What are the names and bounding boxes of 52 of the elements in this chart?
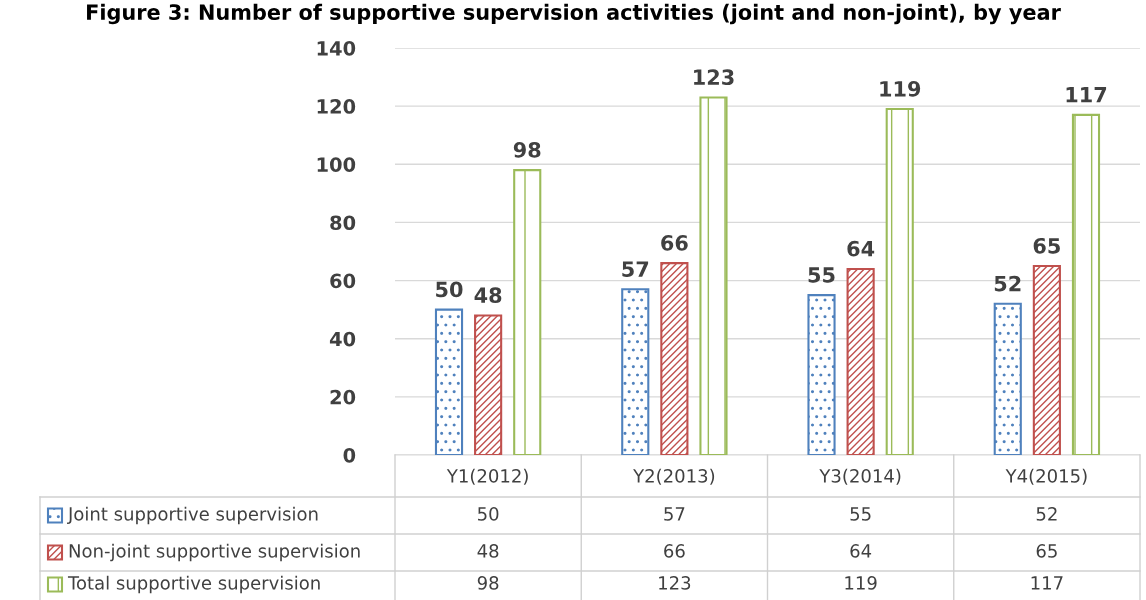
x-tick-label: Y1(2012) — [446, 468, 528, 485]
y-tick-label: 0 — [343, 447, 356, 463]
text: 52 — [1036, 507, 1057, 521]
legend-label: Non-joint supportive supervision — [69, 543, 360, 562]
data-label: 48 — [474, 287, 502, 304]
y-tick-label: 100 — [317, 157, 356, 172]
bar — [513, 169, 542, 455]
y-tick-label: 60 — [330, 273, 356, 289]
bar — [846, 267, 875, 455]
text: 65 — [1036, 544, 1057, 558]
data-label: 50 — [436, 281, 463, 298]
bar — [434, 308, 464, 455]
text: 55 — [850, 507, 871, 521]
y-tick-label: 140 — [317, 40, 356, 56]
chart-title: Figure 3: Number of supportive supervision activities (joint and non-joint), by year — [87, 3, 1061, 25]
text: 64 — [850, 544, 872, 558]
text: 50 — [478, 507, 499, 521]
y-tick-label: 20 — [330, 389, 356, 405]
text: 57 — [664, 507, 685, 521]
y-tick-label: 40 — [329, 331, 356, 347]
legend-label: Joint supportive supervision — [67, 506, 318, 525]
bar — [660, 262, 689, 455]
data-label: 119 — [880, 80, 921, 97]
text: 98 — [477, 576, 499, 590]
y-tick-label: 80 — [330, 215, 356, 231]
data-label: 57 — [622, 261, 649, 277]
bar — [885, 108, 914, 455]
text: 119 — [845, 576, 877, 590]
data-label: 66 — [661, 235, 688, 251]
data-label: 65 — [1033, 237, 1060, 254]
data-label: 52 — [994, 275, 1021, 292]
bar — [621, 288, 650, 455]
data-label: 64 — [847, 240, 875, 257]
bar — [993, 302, 1022, 455]
text: 48 — [477, 544, 499, 558]
x-tick-label: Y4(2015) — [1005, 468, 1087, 485]
bar — [474, 314, 503, 455]
x-tick-label: Y2(2013) — [633, 468, 715, 485]
data-label: 123 — [694, 69, 734, 86]
legend-label: Total supportive supervision — [67, 575, 320, 594]
text: 123 — [659, 576, 691, 590]
bar — [1032, 265, 1061, 455]
text: 117 — [1031, 576, 1063, 590]
data-label: 98 — [513, 141, 541, 158]
text: 66 — [664, 544, 685, 558]
y-tick-label: 120 — [317, 99, 356, 114]
bar — [699, 96, 728, 455]
bar — [1071, 113, 1101, 455]
x-tick-label: Y3(2014) — [819, 468, 901, 485]
data-label: 117 — [1066, 87, 1107, 103]
data-label: 55 — [808, 267, 835, 283]
bar — [807, 294, 836, 455]
